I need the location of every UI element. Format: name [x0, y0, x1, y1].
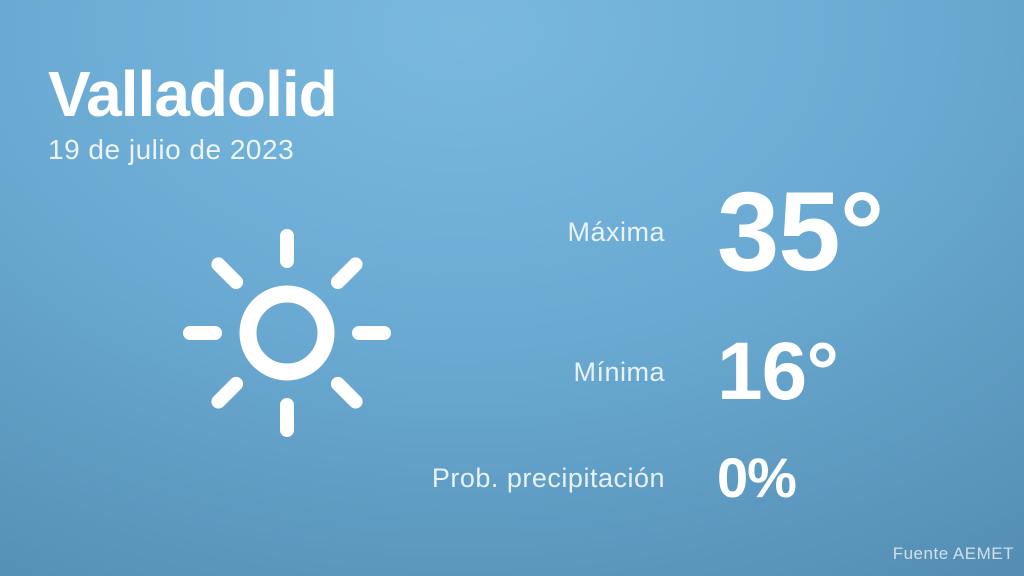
max-temp-value: 35° — [717, 169, 884, 294]
location-title: Valladolid — [48, 58, 338, 130]
sun-icon — [177, 223, 397, 443]
max-temp-label: Máxima — [567, 216, 665, 247]
min-temp-label: Mínima — [573, 356, 665, 387]
row-max-temperature: Máxima 35° — [400, 176, 980, 288]
forecast-date: 19 de julio de 2023 — [48, 134, 295, 165]
header: Valladolid 19 de julio de 2023 — [48, 58, 338, 166]
row-precipitation: Prob. precipitación 0% — [400, 450, 980, 506]
precipitation-label: Prob. precipitación — [431, 462, 665, 493]
row-min-temperature: Mínima 16° — [400, 326, 980, 417]
precipitation-value: 0% — [717, 446, 797, 509]
sun-icon-svg — [183, 229, 391, 437]
min-temp-value: 16° — [717, 326, 839, 417]
source-attribution: Fuente AEMET — [892, 544, 1014, 563]
